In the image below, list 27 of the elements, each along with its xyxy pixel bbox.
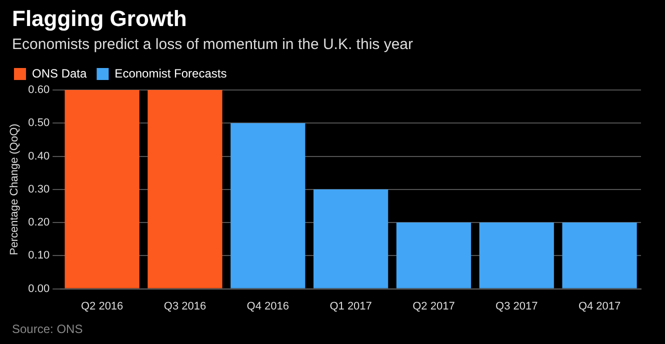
bar [64, 90, 140, 288]
x-tick-label: Q4 2016 [246, 300, 289, 312]
x-tick-label: Q3 2016 [164, 300, 206, 312]
source-note: Source: ONS [12, 322, 83, 336]
y-tick-label: 0.40 [28, 150, 50, 162]
y-tick-label: 0.10 [28, 250, 50, 262]
chart-title: Flagging Growth [12, 6, 187, 32]
y-tick-label: 0.50 [28, 117, 50, 130]
legend-label: ONS Data [32, 66, 88, 80]
bar [230, 123, 306, 288]
bar [479, 222, 554, 288]
x-tick-label: Q2 2017 [412, 300, 455, 312]
x-tick-label: Q2 2016 [80, 300, 124, 312]
x-tick-label: Q4 2017 [578, 300, 621, 312]
bar [148, 90, 222, 288]
legend-label: Economist Forecasts [114, 66, 227, 80]
x-tick-label: Q3 2017 [496, 300, 538, 312]
y-axis-title: Percentage Change (QoQ) [8, 124, 21, 256]
y-tick-label: 0.30 [28, 183, 50, 196]
y-tick-label: 0.60 [28, 84, 50, 96]
bar [396, 222, 472, 288]
x-tick-label: Q1 2017 [330, 300, 372, 312]
chart-subtitle: Economists predict a loss of momentum in the U.K. this year [12, 36, 413, 53]
y-tick-label: 0.20 [28, 216, 50, 229]
y-tick-label: 0.00 [28, 282, 50, 295]
bar [562, 222, 637, 288]
bar [313, 189, 388, 288]
